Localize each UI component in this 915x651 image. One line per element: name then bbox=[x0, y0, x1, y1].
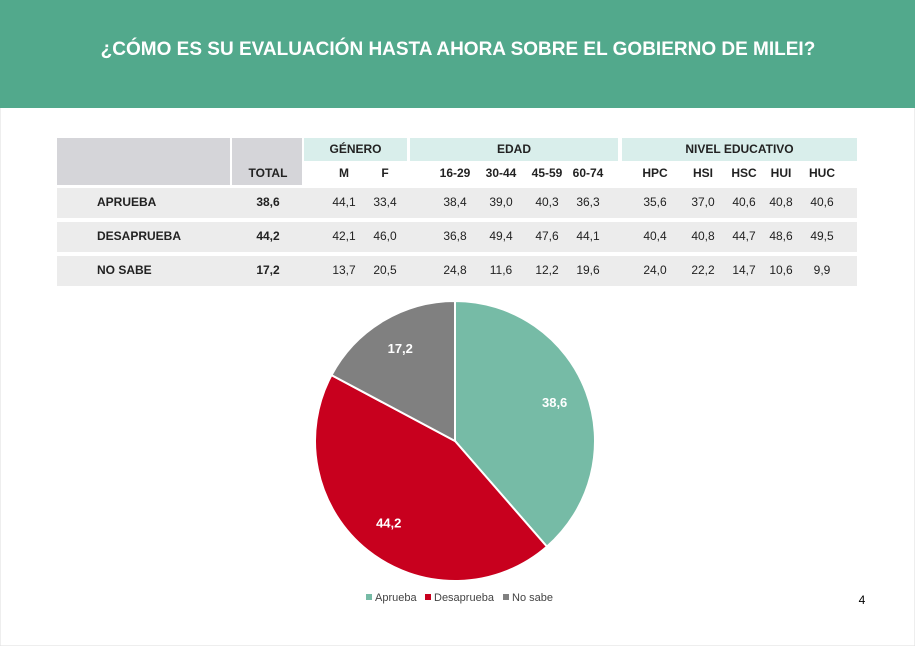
table-cell: 40,3 bbox=[535, 195, 559, 209]
column-header: HSC bbox=[731, 166, 757, 180]
column-header: 60-74 bbox=[573, 166, 604, 180]
data-label: 17,2 bbox=[388, 341, 413, 356]
title: ¿CÓMO ES SU EVALUACIÓN HASTA AHORA SOBRE… bbox=[101, 38, 816, 60]
column-header: 45-59 bbox=[532, 166, 563, 180]
group-header-cell bbox=[410, 138, 618, 161]
table-cell: 17,2 bbox=[256, 263, 280, 277]
table-cell: 36,3 bbox=[576, 195, 600, 209]
table-cell: 36,8 bbox=[443, 229, 467, 243]
column-header: 30-44 bbox=[486, 166, 517, 180]
table-cell: 44,1 bbox=[576, 229, 600, 243]
column-header: M bbox=[339, 166, 349, 180]
table-cell: 44,7 bbox=[732, 229, 756, 243]
table-cell: 40,4 bbox=[643, 229, 667, 243]
column-header: TOTAL bbox=[249, 166, 288, 180]
table-cell: 42,1 bbox=[332, 229, 356, 243]
pie-slice bbox=[330, 299, 456, 443]
table-cell: 37,0 bbox=[691, 195, 715, 209]
row-label: DESAPRUEBA bbox=[97, 229, 181, 243]
table-cell: 48,6 bbox=[769, 229, 793, 243]
table-cell: 39,0 bbox=[489, 195, 513, 209]
table-cell: 38,6 bbox=[256, 195, 280, 209]
row-label: APRUEBA bbox=[97, 195, 157, 209]
column-header: HUI bbox=[771, 166, 792, 180]
row-label: NO SABE bbox=[97, 263, 152, 277]
legend-label: No sabe bbox=[512, 592, 553, 604]
table-cell: 40,8 bbox=[691, 229, 715, 243]
header-cell bbox=[232, 138, 302, 185]
legend-label: Aprueba bbox=[375, 592, 417, 604]
group-header: NIVEL EDUCATIVO bbox=[685, 142, 793, 156]
legend-label: Desaprueba bbox=[434, 592, 495, 604]
table-cell: 49,5 bbox=[810, 229, 834, 243]
data-label: 44,2 bbox=[376, 516, 401, 531]
pie-slice bbox=[454, 299, 596, 549]
legend-swatch bbox=[366, 594, 372, 600]
column-header: HUC bbox=[809, 166, 835, 180]
table-cell: 24,0 bbox=[643, 263, 667, 277]
table-cell: 35,6 bbox=[643, 195, 667, 209]
table-cell: 11,6 bbox=[490, 263, 513, 277]
table-cell: 19,6 bbox=[576, 263, 600, 277]
table-cell: 47,6 bbox=[535, 229, 559, 243]
row-background bbox=[57, 188, 857, 218]
column-header: F bbox=[381, 166, 388, 180]
table-cell: 44,2 bbox=[256, 229, 280, 243]
table-cell: 12,2 bbox=[535, 263, 559, 277]
table-cell: 33,4 bbox=[373, 195, 397, 209]
group-header: EDAD bbox=[497, 142, 531, 156]
header-band bbox=[0, 0, 915, 108]
table-cell: 24,8 bbox=[443, 263, 467, 277]
column-header: HSI bbox=[693, 166, 713, 180]
table-cell: 13,7 bbox=[332, 263, 356, 277]
legend-swatch bbox=[503, 594, 509, 600]
column-header: 16-29 bbox=[440, 166, 471, 180]
group-header-cell bbox=[304, 138, 407, 161]
group-header: GÉNERO bbox=[329, 141, 381, 156]
table-cell: 22,2 bbox=[691, 263, 715, 277]
data-label: 38,6 bbox=[542, 395, 567, 410]
table-cell: 38,4 bbox=[443, 195, 467, 209]
column-header: HPC bbox=[642, 166, 668, 180]
row-background bbox=[57, 222, 857, 252]
group-header-cell bbox=[622, 138, 857, 161]
row-background bbox=[57, 256, 857, 286]
legend-swatch bbox=[425, 594, 431, 600]
table-cell: 20,5 bbox=[373, 263, 397, 277]
table-cell: 49,4 bbox=[489, 229, 513, 243]
pie-slice bbox=[314, 373, 549, 582]
table-cell: 9,9 bbox=[814, 263, 831, 277]
table-cell: 44,1 bbox=[332, 195, 356, 209]
table-cell: 40,8 bbox=[769, 195, 793, 209]
table-cell: 10,6 bbox=[769, 263, 793, 277]
table-cell: 46,0 bbox=[373, 229, 397, 243]
page-number: 4 bbox=[859, 593, 866, 607]
table-cell: 40,6 bbox=[810, 195, 834, 209]
table-cell: 40,6 bbox=[732, 195, 756, 209]
header-cell bbox=[57, 138, 230, 185]
table-cell: 14,7 bbox=[732, 263, 756, 277]
